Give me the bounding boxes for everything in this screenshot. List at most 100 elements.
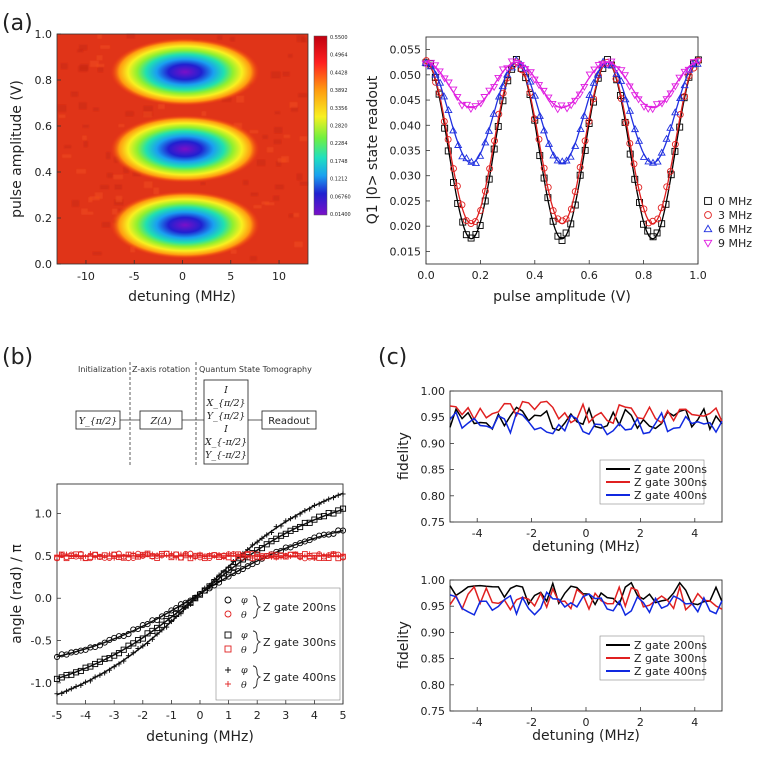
legend-brace	[252, 630, 262, 654]
readout-data-point	[576, 163, 584, 171]
readout-data-point	[516, 62, 525, 70]
readout-data-point	[426, 62, 435, 70]
colorbar-tick-label: 0.4428	[330, 70, 348, 76]
angle-theta-point	[321, 552, 327, 558]
heatmap-texture-cell	[58, 114, 66, 118]
x-tick-label: 0.8	[635, 269, 653, 282]
readout-data-point	[644, 105, 653, 113]
fidelity-line	[449, 410, 723, 436]
readout-data-point	[598, 60, 607, 68]
fidelity-line	[449, 406, 723, 432]
readout-data-point	[554, 232, 562, 240]
angle-theta-point	[87, 555, 94, 562]
readout-data-point	[486, 165, 494, 173]
readout-data-point	[553, 106, 562, 114]
heatmap-texture-cell	[299, 136, 308, 142]
readout-data-point	[675, 74, 684, 82]
fidelity-chart-bottom: -4 -2 0 2 4 0.75 0.80 0.85 0.90 0.95 1.00 Z gate 2…	[396, 574, 723, 744]
readout-data-point	[653, 157, 662, 165]
readout-data-point	[558, 237, 566, 244]
readout-data-point	[481, 187, 489, 195]
readout-fit-line	[425, 61, 699, 225]
heatmap-texture-cell	[264, 202, 275, 206]
x-tick-label: 0	[583, 527, 590, 540]
readout-data-point	[498, 82, 507, 90]
y-tick-label: 0.8	[35, 74, 53, 87]
x-tick-label: 1	[225, 709, 232, 722]
readout-data-point	[549, 207, 557, 214]
tomography-operator: Y_{-π/2}	[205, 450, 247, 461]
readout-data-point	[554, 215, 562, 223]
heatmap-texture-cell	[80, 63, 89, 71]
readout-data-point	[453, 94, 462, 102]
x-tick-label: 0.0	[417, 269, 435, 282]
heatmap-texture-cell	[288, 213, 294, 218]
heatmap-texture-cell	[71, 200, 80, 207]
readout-data-point	[663, 183, 671, 191]
fidelity-legend-label: Z gate 400ns	[634, 665, 707, 678]
tomography-operator: I	[223, 385, 228, 396]
readout-data-point	[689, 59, 698, 67]
readout-data-point	[462, 101, 472, 109]
colorbar-tick-label: 0.3356	[330, 106, 348, 112]
y-tick-label: 0.95	[421, 600, 446, 613]
readout-data-point	[467, 157, 476, 165]
heatmap-texture-cell	[143, 181, 153, 189]
readout-data-point	[471, 103, 480, 111]
readout-data-point	[562, 215, 570, 223]
readout-data-point	[644, 227, 652, 235]
readout-data-point	[421, 60, 430, 68]
x-tick-label: 0.4	[526, 269, 544, 282]
readout-data-point	[631, 175, 639, 183]
stage-label-tomography: Quantum State Tomography	[199, 365, 312, 374]
x-tick-label: -2	[526, 527, 537, 540]
x-tick-label: 0.2	[472, 269, 490, 282]
x-tick-label: -2	[137, 709, 148, 722]
heatmap-texture-cell	[288, 54, 293, 58]
y-tick-label: 0.6	[35, 120, 53, 133]
readout-data-point	[467, 220, 475, 228]
y-tick-label: 0.0	[35, 592, 53, 605]
x-tick-label: 2	[637, 716, 644, 729]
heatmap-texture-cell	[79, 44, 88, 51]
heatmap-texture-cell	[78, 102, 87, 110]
colorbar-tick-label: 0.3892	[330, 88, 348, 94]
readout-data-point	[484, 126, 494, 134]
heatmap-texture-cell	[97, 67, 104, 73]
y-tick-label: 0.85	[421, 653, 446, 666]
heatmap-texture-cell	[93, 107, 100, 112]
readout-data-point	[553, 156, 562, 164]
readout-data-point	[449, 86, 458, 94]
y-tick-label: 0.5	[35, 550, 53, 563]
readout-data-point	[530, 91, 540, 99]
readout-data-point	[621, 95, 630, 103]
legend-label: 9 MHz	[718, 237, 752, 250]
readout-x-label: pulse amplitude (V)	[493, 289, 631, 305]
legend-phi-symbol: φ	[241, 595, 248, 606]
y-tick-label: -0.5	[31, 635, 52, 648]
readout-data-point	[649, 233, 657, 241]
readout-data-point	[439, 92, 449, 100]
readout-data-point	[471, 158, 481, 167]
readout-data-point	[476, 222, 484, 229]
heatmap-texture-cell	[87, 211, 94, 215]
x-tick-label: 0	[197, 709, 204, 722]
legend-phi-marker	[225, 667, 231, 673]
readout-data-point	[485, 175, 493, 183]
fidelity-top-x-label: detuning (MHz)	[532, 539, 640, 555]
y-tick-label: 1.00	[421, 385, 446, 398]
x-tick-label: 1.0	[689, 269, 707, 282]
heatmap-texture-cell	[106, 152, 111, 160]
readout-data-point	[534, 82, 544, 90]
readout-label: Readout	[268, 416, 310, 427]
legend-label: 6 MHz	[718, 223, 752, 236]
colorbar-tick-label: 0.2284	[330, 141, 348, 147]
x-tick-label: 4	[691, 527, 698, 540]
legend-theta-marker	[224, 645, 232, 653]
readout-data-point	[441, 124, 449, 132]
readout-data-point	[585, 71, 594, 79]
readout-data-point	[625, 83, 634, 91]
fidelity-legend-label: Z gate 300ns	[634, 652, 707, 665]
readout-fit-line	[425, 61, 699, 109]
legend-label: 0 MHz	[718, 195, 752, 208]
